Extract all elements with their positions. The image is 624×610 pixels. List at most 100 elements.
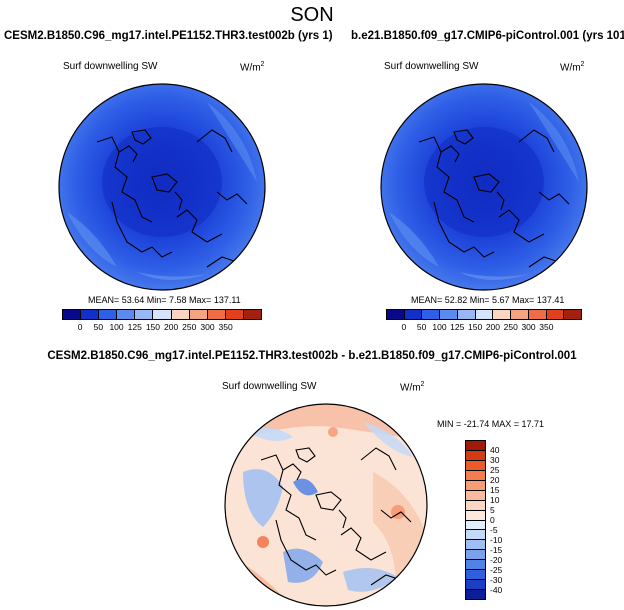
colorbar-tick-label: 30 — [490, 455, 500, 465]
colorbar-tick-label: 0 — [401, 322, 407, 332]
colorbar-swatch — [422, 310, 441, 319]
diff-title: CESM2.B1850.C96_mg17.intel.PE1152.THR3.t… — [47, 350, 577, 362]
colorbar-tick-label: -10 — [490, 535, 503, 545]
colorbar-swatch — [99, 310, 118, 319]
colorbar-swatch — [511, 310, 529, 319]
diff-polar-map — [224, 403, 428, 607]
colorbar-swatch — [457, 310, 476, 319]
colorbar-tick-label: -20 — [490, 555, 503, 565]
colorbar-swatch — [466, 570, 485, 581]
colorbar-swatch — [475, 310, 494, 319]
colorbar-tick-label: 5 — [490, 505, 495, 515]
colorbar-swatch — [225, 310, 244, 319]
right-stats: MEAN= 52.82 Min= 5.67 Max= 137.41 — [411, 295, 565, 305]
colorbar-swatch — [466, 560, 485, 571]
right-map-border — [380, 83, 588, 291]
colorbar-swatch — [117, 310, 136, 319]
colorbar-tick-label: -40 — [490, 585, 503, 595]
colorbar-swatch — [466, 530, 485, 541]
colorbar-tick-label: 350 — [218, 322, 233, 332]
colorbar-swatch — [466, 441, 485, 451]
colorbar-tick-label: 200 — [163, 322, 179, 332]
colorbar-swatch — [466, 590, 485, 599]
colorbar-swatch — [466, 480, 485, 491]
right-case-title: b.e21.B1850.f09_g17.CMIP6-piControl.001 … — [351, 30, 624, 42]
colorbar-tick-label: 50 — [93, 322, 104, 332]
colorbar-tick-label: 125 — [450, 322, 465, 332]
colorbar-tick-label: 300 — [200, 322, 215, 332]
left-colorbar-ticks: 0 50 100 125 150 200 250 300 350 — [62, 322, 262, 334]
colorbar-swatch — [466, 460, 485, 471]
colorbar-tick-label: 25 — [490, 465, 500, 475]
colorbar-tick-label: 15 — [490, 485, 500, 495]
colorbar-swatch — [81, 310, 100, 319]
colorbar-swatch — [564, 310, 582, 319]
colorbar-tick-label: 150 — [467, 322, 483, 332]
colorbar-tick-label: 20 — [490, 475, 500, 485]
left-case-title: CESM2.B1850.C96_mg17.intel.PE1152.THR3.t… — [4, 30, 333, 42]
colorbar-swatch — [466, 550, 485, 561]
diff-colorbar-ticks: 40 30 25 20 15 10 5 0 -5 -10 -15 -20 -25 -30 -40 — [490, 440, 520, 600]
colorbar-tick-label: -15 — [490, 545, 503, 555]
right-dark-core — [424, 127, 544, 237]
colorbar-swatch — [153, 310, 172, 319]
diff-map-border — [224, 403, 428, 607]
colorbar-tick-label: 125 — [127, 322, 142, 332]
colorbar-swatch — [546, 310, 565, 319]
colorbar-tick-label: 250 — [503, 322, 518, 332]
left-stats: MEAN= 53.64 Min= 7.58 Max= 137.11 — [88, 295, 241, 305]
right-coastlines — [418, 129, 570, 268]
colorbar-swatch — [466, 520, 485, 531]
colorbar-tick-label: 50 — [416, 322, 427, 332]
colorbar-swatch — [466, 450, 485, 461]
left-colorbar — [62, 309, 262, 320]
colorbar-tick-label: 40 — [490, 445, 500, 455]
colorbar-swatch — [207, 310, 226, 319]
colorbar-swatch — [404, 310, 423, 319]
left-units: W/m2 — [240, 61, 265, 74]
diff-negative-region-west — [243, 469, 283, 527]
colorbar-tick-label: 350 — [539, 322, 554, 332]
left-dark-core — [102, 127, 222, 237]
colorbar-tick-label: 10 — [490, 495, 500, 505]
colorbar-tick-label: 100 — [109, 322, 124, 332]
diff-coastlines — [260, 447, 412, 586]
colorbar-swatch — [466, 540, 485, 551]
diff-stats: MIN = -21.74 MAX = 17.71 — [437, 419, 545, 429]
colorbar-tick-label: 0 — [490, 515, 495, 525]
colorbar-tick-label: 100 — [432, 322, 447, 332]
colorbar-swatch — [243, 310, 262, 319]
left-polar-map — [58, 83, 266, 291]
colorbar-tick-label: 250 — [182, 322, 197, 332]
left-variable-label: Surf downwelling SW — [63, 61, 158, 72]
colorbar-swatch — [135, 310, 154, 319]
left-map-border — [58, 83, 266, 291]
colorbar-swatch — [189, 310, 208, 319]
colorbar-swatch — [466, 510, 485, 521]
colorbar-swatch — [528, 310, 547, 319]
colorbar-swatch — [440, 310, 458, 319]
right-colorbar — [386, 309, 582, 320]
left-coastlines — [96, 129, 248, 268]
season-title: SON — [290, 4, 334, 26]
colorbar-swatch — [466, 580, 485, 591]
colorbar-swatch — [387, 310, 405, 319]
colorbar-tick-label: -5 — [490, 525, 498, 535]
colorbar-tick-label: 150 — [145, 322, 160, 332]
colorbar-tick-label: 0 — [77, 322, 83, 332]
right-polar-map — [380, 83, 588, 291]
colorbar-tick-label: 300 — [521, 322, 536, 332]
colorbar-swatch — [466, 490, 485, 501]
colorbar-swatch — [466, 500, 485, 511]
diff-colorbar — [465, 440, 486, 600]
right-colorbar-ticks: 0 50 100 125 150 200 250 300 350 — [386, 322, 582, 334]
colorbar-tick-label: -25 — [490, 565, 503, 575]
right-variable-label: Surf downwelling SW — [384, 61, 479, 72]
diff-units: W/m2 — [400, 381, 425, 394]
colorbar-swatch — [63, 310, 82, 319]
colorbar-swatch — [493, 310, 512, 319]
colorbar-swatch — [466, 470, 485, 481]
right-units: W/m2 — [560, 61, 585, 74]
diff-variable-label: Surf downwelling SW — [222, 381, 317, 392]
colorbar-tick-label: 200 — [485, 322, 500, 332]
